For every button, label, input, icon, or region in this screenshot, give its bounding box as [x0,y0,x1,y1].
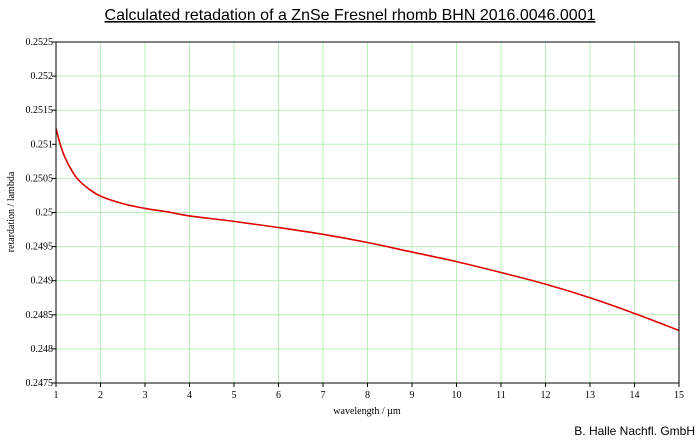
y-tick-label: 0.251 [31,139,54,150]
x-tick-label: 1 [54,390,59,401]
x-axis-label: wavelength / µm [333,406,401,417]
x-tick-label: 7 [321,390,326,401]
plot-frame [55,41,680,384]
x-tick-label: 13 [585,390,595,401]
y-tick-label: 0.25 [36,208,54,219]
x-tick-label: 9 [410,390,415,401]
x-tick-label: 4 [187,390,192,401]
y-tick-label: 0.2495 [26,242,54,253]
y-tick-label: 0.2505 [26,173,54,184]
x-tick-label: 10 [452,390,462,401]
chart-ticks: 1 2 3 4 5 6 7 8 9 10 11 12 13 14 150.24750.2480.24850.… [26,37,685,401]
x-tick-label: 2 [98,390,103,401]
x-tick-label: 15 [674,390,684,401]
x-tick-label: 8 [365,390,370,401]
footer-credit: B. Halle Nachfl. GmbH [574,424,695,438]
chart-title: Calculated retadation of a ZnSe Fresnel … [105,7,596,24]
y-tick-label: 0.2515 [26,105,54,116]
y-tick-label: 0.2525 [26,37,54,48]
y-tick-label: 0.248 [31,344,54,355]
x-tick-label: 12 [541,390,551,401]
y-tick-label: 0.252 [31,71,54,82]
chart-series [55,128,680,332]
x-tick-label: 6 [276,390,281,401]
y-tick-label: 0.2475 [26,378,54,389]
x-tick-label: 11 [496,390,506,401]
x-tick-label: 14 [630,390,640,401]
x-tick-label: 5 [232,390,237,401]
y-axis-label: retardation / lambda [6,171,17,252]
series-line [55,128,680,332]
x-tick-label: 3 [143,390,148,401]
chart-grid [56,42,679,383]
y-tick-label: 0.2485 [26,310,54,321]
y-tick-label: 0.249 [31,276,54,287]
